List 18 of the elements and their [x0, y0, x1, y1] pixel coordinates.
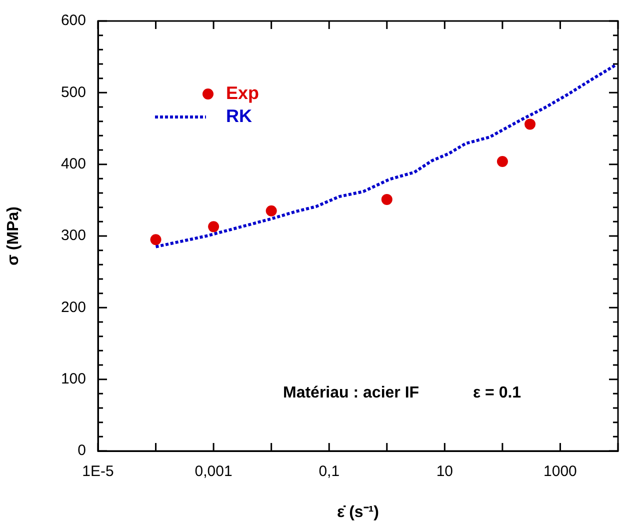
legend-label: RK: [226, 106, 252, 126]
x-tick-label: 10: [436, 463, 454, 480]
x-axis-title: ε̇ (s⁻¹): [337, 504, 379, 521]
x-tick-label: 1E-5: [82, 463, 114, 480]
y-tick-label: 400: [60, 155, 86, 172]
y-tick-label: 500: [60, 84, 86, 101]
y-tick-label: 100: [60, 370, 86, 388]
x-tick-label: 0,1: [318, 463, 340, 480]
x-tick-label: 1000: [544, 463, 577, 480]
y-axis-title: σ (MPa): [5, 206, 22, 266]
x-tick-label: 0,001: [194, 463, 232, 480]
annotation: Matériau : acier IF: [283, 384, 420, 402]
y-tick-label: 200: [60, 298, 86, 316]
y-tick-label: 600: [60, 12, 86, 30]
annotation: ε = 0.1: [473, 384, 522, 402]
y-tick-label: 0: [78, 442, 86, 460]
legend-label: Exp: [226, 82, 260, 103]
y-tick-label: 300: [60, 227, 86, 244]
